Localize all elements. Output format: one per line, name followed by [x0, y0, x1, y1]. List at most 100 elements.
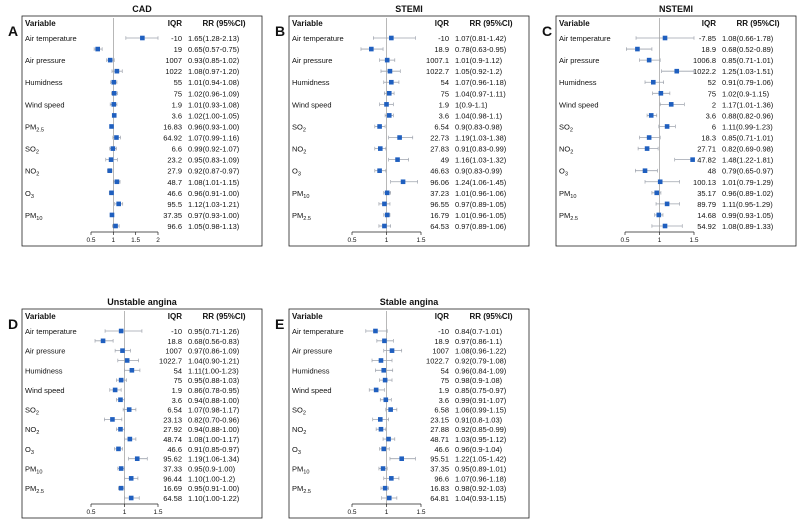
iqr-value: 6.54 — [434, 122, 449, 131]
iqr-value: 95.62 — [163, 455, 182, 464]
panel-letter: A — [8, 23, 18, 39]
rr-ci-value: 1.07(0.96-1.18) — [455, 474, 507, 483]
rr-ci-value: 1(0.9-1.1) — [455, 100, 488, 109]
iqr-value: 100.13 — [693, 178, 716, 187]
rr-point-marker — [635, 46, 640, 52]
rr-point-marker — [111, 102, 117, 107]
variable-label: PM2.5 — [292, 211, 311, 222]
variable-label: Air temperature — [292, 327, 344, 336]
rr-point-marker — [646, 57, 652, 63]
rr-point-marker — [129, 367, 135, 373]
iqr-value: 54 — [174, 366, 182, 375]
rr-point-marker — [668, 102, 674, 107]
rr-ci-value: 1.03(0.95-1.12) — [455, 435, 507, 444]
rr-point-marker — [650, 79, 656, 85]
rr-ci-value: 1.01(0.96-1.05) — [455, 211, 507, 220]
iqr-value: 46.6 — [167, 445, 182, 454]
header-variable: Variable — [292, 19, 323, 28]
variable-label: PM10 — [25, 465, 42, 476]
x-tick-label: 0.5 — [86, 237, 95, 244]
variable-label: Wind speed — [292, 386, 332, 395]
rr-ci-value: 1.01(0.94-1.08) — [188, 78, 240, 87]
rr-point-marker — [657, 179, 663, 185]
rr-point-marker — [373, 328, 378, 334]
iqr-value: 3.6 — [706, 111, 716, 120]
iqr-value: 54.92 — [697, 222, 716, 231]
iqr-value: 37.23 — [430, 189, 449, 198]
rr-point-marker — [382, 377, 388, 383]
rr-point-marker — [118, 485, 124, 491]
variable-label: SO2 — [292, 406, 306, 417]
rr-point-marker — [127, 436, 133, 442]
iqr-value: 95.51 — [430, 455, 449, 464]
iqr-value: 1022.7 — [426, 356, 449, 365]
rr-ci-value: 0.96(0.93-1.00) — [188, 122, 240, 131]
rr-ci-value: 0.86(0.78-0.95) — [188, 386, 240, 395]
rr-point-marker — [388, 407, 393, 412]
rr-ci-value: 1.08(0.66-1.78) — [722, 34, 774, 43]
iqr-value: 1.9 — [439, 386, 449, 395]
rr-point-marker — [118, 397, 123, 403]
rr-point-marker — [648, 113, 654, 118]
rr-point-marker — [383, 397, 389, 403]
variable-label: SO2 — [559, 122, 573, 133]
rr-ci-value: 1.04(0.90-1.21) — [188, 356, 240, 365]
rr-ci-value: 1.48(1.22-1.81) — [722, 156, 774, 165]
rr-ci-value: 0.96(0.9-1.04) — [455, 445, 503, 454]
rr-ci-value: 1.10(1.00-1.2) — [188, 474, 236, 483]
rr-point-marker — [384, 212, 390, 218]
rr-point-marker — [386, 495, 392, 501]
variable-label: Wind speed — [25, 100, 65, 109]
rr-ci-value: 1.08(0.96-1.22) — [455, 347, 507, 356]
rr-point-marker — [399, 456, 404, 462]
rr-point-marker — [389, 79, 394, 85]
rr-point-marker — [382, 201, 387, 207]
rr-ci-value: 1.22(1.05-1.42) — [455, 455, 507, 464]
rr-point-marker — [377, 124, 382, 129]
rr-ci-value: 1.05(0.92-1.2) — [455, 67, 503, 76]
iqr-value: 27.92 — [163, 425, 182, 434]
rr-ci-value: 0.68(0.56-0.83) — [188, 337, 240, 346]
panel-frame — [288, 15, 530, 247]
rr-ci-value: 0.99(0.93-1.05) — [722, 211, 774, 220]
header-iqr: IQR — [168, 19, 182, 28]
header-rr: RR (95%CI) — [469, 312, 512, 321]
rr-ci-value: 1.07(0.96-1.18) — [455, 78, 507, 87]
rr-ci-value: 0.92(0.79-1.08) — [455, 356, 507, 365]
rr-point-marker — [377, 146, 383, 151]
header-iqr: IQR — [702, 19, 716, 28]
rr-point-marker — [111, 90, 117, 96]
rr-ci-value: 0.92(0.87-0.97) — [188, 167, 240, 176]
iqr-value: 75 — [174, 376, 182, 385]
rr-ci-value: 1.12(1.03-1.21) — [188, 200, 240, 209]
rr-point-marker — [114, 135, 119, 140]
variable-label: PM10 — [292, 465, 309, 476]
rr-ci-value: 0.84(0.7-1.01) — [455, 327, 503, 336]
rr-ci-value: 0.96(0.84-1.09) — [455, 366, 507, 375]
rr-ci-value: 1.08(0.89-1.33) — [722, 222, 774, 231]
panel-frame — [288, 308, 530, 519]
iqr-value: 3.6 — [439, 396, 449, 405]
rr-ci-value: 0.94(0.88-1.00) — [188, 396, 240, 405]
variable-label: PM10 — [292, 189, 309, 200]
rr-ci-value: 0.95(0.71-1.26) — [188, 327, 240, 336]
rr-ci-value: 0.97(0.89-1.06) — [455, 222, 507, 231]
iqr-value: 18.8 — [167, 337, 182, 346]
rr-point-marker — [116, 201, 121, 207]
panel-letter: B — [275, 23, 285, 39]
variable-label: Humidness — [25, 78, 63, 87]
rr-ci-value: 0.92(0.85-0.99) — [455, 425, 507, 434]
rr-point-marker — [400, 179, 406, 185]
rr-point-marker — [662, 35, 668, 41]
rr-point-marker — [384, 57, 390, 63]
rr-ci-value: 0.78(0.63-0.95) — [455, 45, 507, 54]
rr-point-marker — [118, 377, 124, 383]
rr-point-marker — [108, 157, 114, 162]
rr-ci-value: 0.98(0.92-1.03) — [455, 484, 507, 493]
rr-ci-value: 1.17(1.01-1.36) — [722, 100, 774, 109]
iqr-value: 89.79 — [697, 200, 716, 209]
variable-label: Air pressure — [292, 56, 332, 65]
iqr-value: 27.71 — [697, 145, 716, 154]
rr-point-marker — [110, 146, 116, 151]
iqr-value: 18.3 — [701, 134, 716, 143]
